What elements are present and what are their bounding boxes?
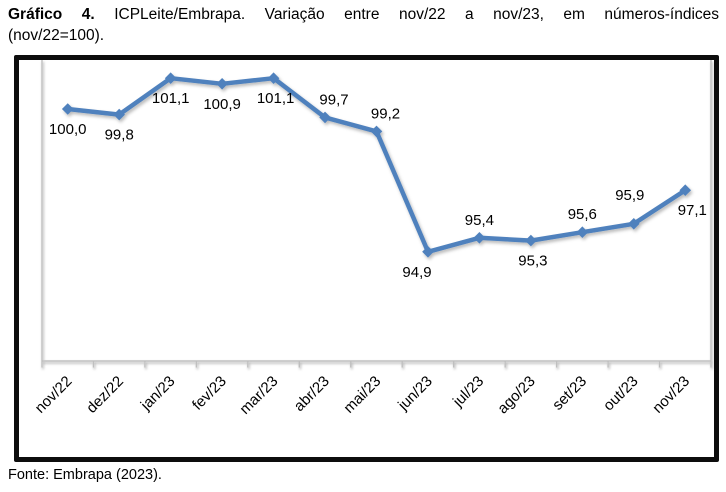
- x-tick-label-out/23: out/23: [600, 373, 642, 415]
- data-label-mai/23: 99,2: [371, 105, 400, 122]
- x-tick-label-set/23: set/23: [549, 373, 590, 414]
- data-label-ago/23: 95,3: [518, 253, 547, 270]
- x-tick-label-ago/23: ago/23: [494, 373, 538, 417]
- data-label-set/23: 95,6: [568, 206, 597, 223]
- data-point-marker-ago/23: [525, 234, 537, 247]
- axes-group: [41, 60, 712, 368]
- data-point-marker-out/23: [628, 218, 640, 230]
- x-tick-label-fev/23: fev/23: [189, 373, 230, 414]
- data-label-mar/23: 101,1: [257, 90, 295, 107]
- data-label-jun/23: 94,9: [402, 264, 431, 281]
- data-point-marker-mar/23: [267, 72, 280, 84]
- chart-canvas: 100,0 99,8 101,1 100,9 101,1 99,7 99,2 94,9 95,4…: [32, 60, 712, 418]
- x-tick-label-jan/23: jan/23: [137, 373, 179, 415]
- data-label-jan/23: 101,1: [152, 90, 190, 107]
- x-tick-label-nov/22: nov/22: [32, 373, 76, 417]
- data-label-abr/23: 99,7: [319, 91, 348, 108]
- data-label-dez/22: 99,8: [105, 127, 134, 144]
- data-point-marker-jul/23: [473, 232, 486, 244]
- x-tick-label-nov/23: nov/23: [649, 373, 693, 417]
- data-point-marker-set/23: [576, 226, 589, 238]
- figure-caption-text: ICPLeite/Embrapa. Variação entre nov/22 …: [114, 6, 720, 23]
- data-label-out/23: 95,9: [615, 187, 644, 204]
- data-label-fev/23: 100,9: [203, 96, 241, 113]
- x-tick-label-dez/22: dez/22: [83, 373, 127, 417]
- data-point-marker-fev/23: [216, 78, 228, 90]
- data-point-marker-nov/22: [61, 103, 74, 115]
- x-tick-label-abr/23: abr/23: [291, 373, 333, 415]
- chart-object[interactable]: 100,0 99,8 101,1 100,9 101,1 99,7 99,2 94,9 95,4…: [14, 55, 719, 462]
- x-tick-label-mai/23: mai/23: [340, 373, 384, 417]
- data-label-jul/23: 95,4: [465, 212, 494, 229]
- x-tick-label-jul/23: jul/23: [449, 373, 487, 411]
- data-label-nov/22: 100,0: [49, 121, 87, 138]
- figure-caption: Gráfico 4. ICPLeite/Embrapa. Variação en…: [8, 4, 719, 46]
- x-tick-label-jun/23: jun/23: [394, 373, 436, 415]
- data-point-marker-nov/23: [679, 184, 692, 196]
- data-point-marker-abr/23: [319, 111, 331, 124]
- data-point-marker-jun/23: [422, 246, 434, 258]
- data-label-nov/23: 97,1: [678, 202, 707, 219]
- figure-caption-line2: (nov/22=100).: [8, 27, 105, 44]
- series-group: [61, 72, 692, 258]
- x-tick-label-mar/23: mar/23: [236, 373, 281, 418]
- data-point-marker-dez/22: [113, 108, 125, 121]
- figure-caption-line1: Gráfico 4. ICPLeite/Embrapa. Variação en…: [8, 4, 719, 25]
- source-note: Fonte: Embrapa (2023).: [8, 467, 162, 483]
- data-point-marker-jan/23: [164, 72, 177, 84]
- figure-number: Gráfico 4.: [8, 6, 95, 23]
